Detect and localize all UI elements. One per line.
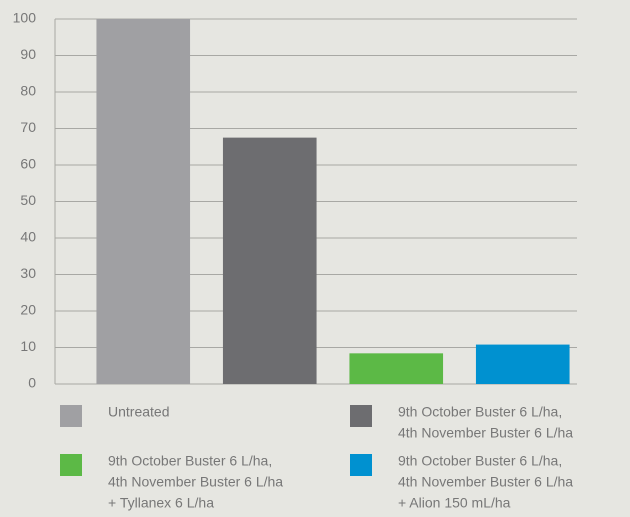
legend-swatch bbox=[60, 405, 82, 427]
legend-label: + Tyllanex 6 L/ha bbox=[108, 495, 214, 511]
bar bbox=[475, 344, 570, 384]
legend-label: 4th November Buster 6 L/ha bbox=[398, 425, 573, 441]
y-tick-label: 30 bbox=[20, 265, 36, 281]
legend-label: 9th October Buster 6 L/ha, bbox=[108, 453, 272, 469]
legend-swatch bbox=[350, 454, 372, 476]
legend-label: Untreated bbox=[108, 404, 169, 420]
bar bbox=[96, 19, 191, 384]
y-tick-label: 80 bbox=[20, 83, 36, 99]
y-tick-label: 100 bbox=[13, 10, 37, 26]
legend-swatch bbox=[60, 454, 82, 476]
bar bbox=[222, 137, 317, 384]
legend-label: 4th November Buster 6 L/ha bbox=[398, 474, 573, 490]
legend-label: 9th October Buster 6 L/ha, bbox=[398, 453, 562, 469]
legend-label: 9th October Buster 6 L/ha, bbox=[398, 404, 562, 420]
y-tick-label: 20 bbox=[20, 302, 36, 318]
legend-label: + Alion 150 mL/ha bbox=[398, 495, 511, 511]
y-tick-label: 60 bbox=[20, 156, 36, 172]
y-tick-label: 0 bbox=[28, 375, 36, 391]
y-tick-label: 70 bbox=[20, 119, 36, 135]
bar bbox=[349, 353, 444, 384]
y-tick-label: 40 bbox=[20, 229, 36, 245]
legend-label: 4th November Buster 6 L/ha bbox=[108, 474, 283, 490]
legend-swatch bbox=[350, 405, 372, 427]
y-tick-label: 90 bbox=[20, 46, 36, 62]
y-tick-label: 10 bbox=[20, 338, 36, 354]
y-tick-label: 50 bbox=[20, 192, 36, 208]
